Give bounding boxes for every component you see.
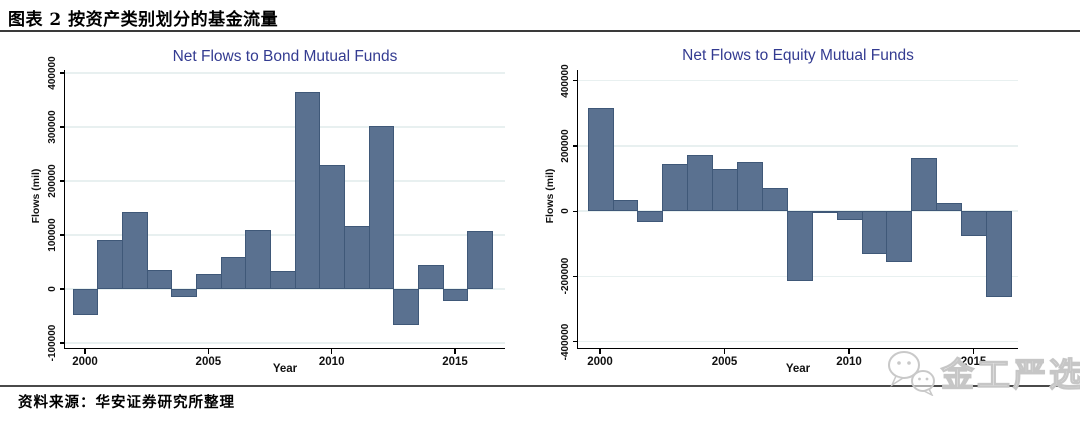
bar-2007: [762, 188, 788, 212]
y-gridline: [578, 340, 1018, 343]
y-tick: [60, 342, 65, 344]
bar-2016: [467, 231, 493, 289]
bar-2005: [712, 168, 738, 212]
x-tick-label: 2015: [960, 356, 987, 368]
y-tick: [573, 145, 578, 147]
x-tick: [331, 349, 333, 354]
bar-2009: [812, 211, 838, 214]
y-tick-label: 400000: [47, 56, 58, 90]
x-tick-label: 2010: [836, 356, 862, 368]
y-tick-label: 400000: [560, 64, 571, 98]
bar-2009: [295, 91, 320, 289]
source-note: 资料来源：华安证券研究所整理: [18, 394, 235, 411]
x-tick-label: 2000: [587, 356, 613, 368]
x-tick-label: 2000: [72, 356, 98, 368]
bar-2004: [687, 154, 713, 212]
x-tick: [84, 349, 86, 354]
y-tick: [573, 80, 578, 82]
bar-2012: [369, 126, 394, 289]
bar-2007: [245, 229, 271, 289]
y-tick: [60, 126, 65, 128]
y-axis-label-bond: Flows (mil): [30, 168, 42, 224]
y-tick: [573, 210, 578, 212]
bar-2014: [936, 203, 962, 212]
watermark-text: 金工严选: [940, 354, 1080, 394]
y-gridline: [65, 288, 505, 290]
y-tick-label: -200000: [560, 258, 571, 295]
bar-2003: [662, 163, 688, 212]
x-tick-label: 2005: [711, 356, 738, 368]
x-tick: [723, 349, 726, 354]
bar-2016: [986, 211, 1012, 297]
x-tick-label: 2015: [442, 356, 468, 368]
y-tick-label: 0: [47, 286, 58, 292]
y-tick-label: 100000: [47, 218, 58, 252]
x-tick: [207, 349, 209, 354]
x-axis-label-bond: Year: [272, 363, 298, 375]
bar-2002: [122, 212, 148, 289]
x-tick: [848, 349, 850, 354]
bar-2008: [270, 271, 296, 289]
y-tick-label: 0: [560, 208, 571, 214]
x-axis-line: [577, 348, 1018, 350]
x-tick: [972, 349, 975, 354]
y-tick: [573, 275, 578, 278]
bar-2011: [862, 211, 887, 254]
x-tick-label: 2005: [195, 356, 222, 368]
y-axis-label-equity: Flows (mil): [544, 168, 556, 224]
y-axis-line: [577, 70, 579, 349]
y-tick: [60, 234, 65, 236]
bar-2011: [344, 225, 370, 289]
x-tick: [454, 349, 456, 354]
bottom-divider: [0, 385, 1080, 387]
bar-2014: [418, 265, 444, 289]
bar-2003: [147, 270, 172, 289]
y-tick-label: 200000: [560, 129, 571, 163]
bar-2008: [787, 211, 813, 281]
bar-2015: [961, 211, 987, 236]
bar-2004: [171, 289, 197, 298]
y-gridline: [65, 180, 505, 182]
x-axis-line: [64, 348, 505, 350]
y-tick: [60, 72, 65, 74]
bar-2001: [97, 240, 123, 289]
top-divider: [0, 30, 1080, 32]
y-axis-line: [64, 70, 66, 349]
equity-plot-area: 400000 200000 0 -200000 -400000 2000 2005 2010 2…: [560, 64, 1018, 368]
y-gridline: [578, 145, 1018, 147]
y-tick: [60, 180, 65, 182]
y-tick-label: 200000: [47, 164, 58, 198]
chart-title-equity: Net Flows to Equity Mutual Funds: [682, 47, 914, 64]
x-tick-label: 2010: [318, 356, 345, 368]
bar-2015: [443, 289, 468, 302]
bar-2000: [73, 289, 98, 315]
bar-2010: [319, 165, 345, 289]
x-tick: [599, 349, 601, 354]
x-axis-label-equity: Year: [785, 363, 811, 375]
y-tick: [573, 341, 578, 343]
bar-2000: [588, 108, 614, 212]
bar-2005: [196, 273, 222, 289]
bar-2013: [911, 158, 937, 212]
bar-2001: [613, 200, 638, 212]
y-gridline: [578, 79, 1018, 82]
bar-2006: [737, 162, 763, 212]
y-gridline: [65, 234, 505, 236]
wechat-icon: [888, 351, 935, 396]
y-gridline: [65, 72, 505, 74]
bar-2006: [221, 256, 246, 289]
bond-plot-area: 400000 300000 200000 100000 0 -100000 2000 2005…: [47, 56, 505, 368]
bar-2002: [637, 211, 663, 222]
y-tick-label: 300000: [47, 110, 58, 144]
y-gridline: [65, 126, 505, 128]
y-gridline: [65, 342, 505, 344]
bar-2010: [837, 211, 863, 220]
bar-2012: [886, 211, 912, 263]
y-tick: [60, 288, 65, 290]
figure-title: 图表 2 按资产类别划分的基金流量: [8, 10, 279, 30]
chart-title-bond: Net Flows to Bond Mutual Funds: [172, 48, 398, 65]
bar-2013: [393, 289, 419, 325]
watermark: 金工严选: [884, 348, 1080, 396]
